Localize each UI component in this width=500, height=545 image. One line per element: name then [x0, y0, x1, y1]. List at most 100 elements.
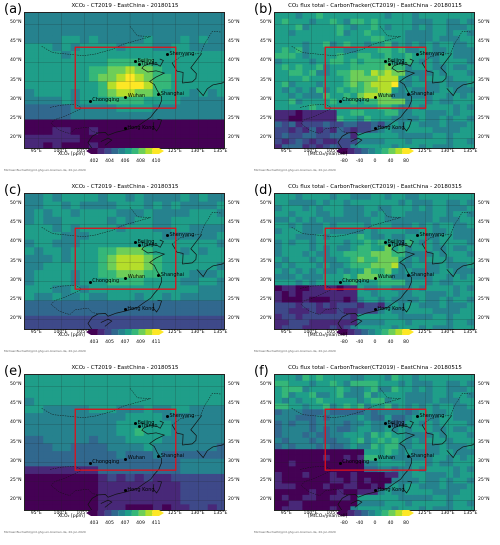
grid-cell — [418, 18, 427, 25]
grid-cell — [295, 477, 303, 484]
grid-cell — [25, 247, 35, 256]
grid-cell — [412, 256, 420, 263]
lat-tick-label: 30°N — [10, 277, 22, 283]
grid-cell — [336, 41, 344, 48]
grid-cell — [288, 239, 296, 246]
city-marker — [338, 461, 342, 465]
grid-cell — [350, 239, 358, 246]
grid-cell — [295, 420, 303, 427]
grid-cell — [384, 138, 392, 145]
grid-cell — [398, 110, 406, 117]
grid-cell — [343, 127, 351, 134]
grid-cell — [216, 28, 224, 37]
grid-cell — [295, 104, 303, 111]
grid-cell — [439, 70, 447, 77]
grid-cell — [473, 296, 474, 303]
grid-cell — [88, 239, 99, 248]
grid-cell — [418, 30, 427, 37]
grid-cell — [336, 75, 344, 82]
grid-cell — [357, 308, 365, 315]
colorbar-segment — [97, 148, 105, 154]
grid-cell — [162, 127, 172, 136]
grid-cell — [453, 115, 461, 122]
coastline — [337, 239, 416, 329]
grid-cell — [350, 268, 358, 275]
grid-cell — [143, 51, 154, 60]
grid-cell — [116, 481, 126, 490]
grid-cell — [370, 291, 379, 298]
grid-cell — [52, 489, 62, 498]
grid-cell — [391, 420, 399, 427]
grid-cell — [275, 268, 283, 275]
grid-cell — [309, 222, 317, 229]
grid-cell — [322, 494, 331, 501]
grid-cell — [357, 228, 365, 235]
grid-cell — [391, 239, 399, 246]
grid-cell — [405, 41, 413, 48]
grid-cell — [275, 138, 283, 145]
grid-cell — [418, 110, 427, 117]
grid-cell — [329, 87, 338, 94]
grid-cell — [125, 473, 136, 482]
lat-tick-label: 45°N — [10, 401, 22, 407]
grid-cell — [446, 87, 454, 94]
grid-cell — [281, 420, 290, 427]
grid-cell — [152, 382, 163, 391]
grid-cell — [329, 483, 338, 490]
map-panel: (d) CO₂ flux total - CarbonTracker(CT2019… — [250, 181, 500, 362]
grid-cell — [432, 308, 440, 315]
grid-cell — [52, 239, 62, 248]
grid-cell — [79, 89, 90, 98]
grid-cell — [391, 380, 399, 387]
grid-cell — [309, 506, 317, 510]
grid-cell — [453, 386, 461, 393]
grid-cell — [61, 209, 72, 218]
grid-cell — [343, 420, 351, 427]
grid-cell — [405, 392, 413, 399]
grid-cell — [350, 392, 358, 399]
grid-cell — [152, 413, 163, 422]
grid-cell — [336, 138, 344, 145]
grid-cell — [377, 199, 386, 206]
grid-cell — [25, 13, 35, 22]
lon-tick-label: 95°E — [30, 149, 42, 154]
grid-cell — [281, 87, 290, 94]
grid-cell — [466, 313, 474, 320]
grid-cell — [432, 291, 440, 298]
grid-cell — [391, 52, 399, 60]
grid-cell — [281, 132, 290, 139]
grid-cell — [216, 239, 224, 248]
grid-cell — [418, 194, 427, 201]
grid-cell — [425, 454, 433, 462]
grid-cell — [309, 239, 317, 246]
grid-cell — [143, 209, 154, 218]
grid-cell — [446, 256, 454, 263]
grid-cell — [370, 87, 379, 94]
grid-cell — [446, 262, 454, 269]
grid-cell — [295, 449, 303, 456]
grid-cell — [370, 64, 379, 71]
grid-cell — [34, 428, 44, 437]
grid-cell — [162, 451, 172, 460]
grid-cell — [405, 211, 413, 218]
grid-cell — [295, 483, 303, 490]
grid-cell — [418, 460, 427, 467]
grid-cell — [316, 296, 324, 303]
grid-cell — [439, 500, 447, 507]
grid-cell — [398, 432, 406, 439]
lat-tick-label: 50°N — [228, 382, 240, 388]
grid-cell — [377, 256, 386, 263]
grid-cell — [453, 403, 461, 410]
grid-cell — [309, 194, 317, 201]
grid-cell — [316, 256, 324, 263]
grid-cell — [432, 432, 440, 439]
grid-cell — [180, 43, 190, 52]
grid-cell — [405, 18, 413, 25]
grid-cell — [134, 134, 145, 143]
grid-cell — [25, 397, 35, 406]
grid-cell — [302, 115, 310, 122]
grid-cell — [198, 262, 209, 271]
grid-cell — [302, 121, 310, 128]
grid-cell — [405, 308, 413, 315]
grid-cell — [180, 420, 190, 429]
